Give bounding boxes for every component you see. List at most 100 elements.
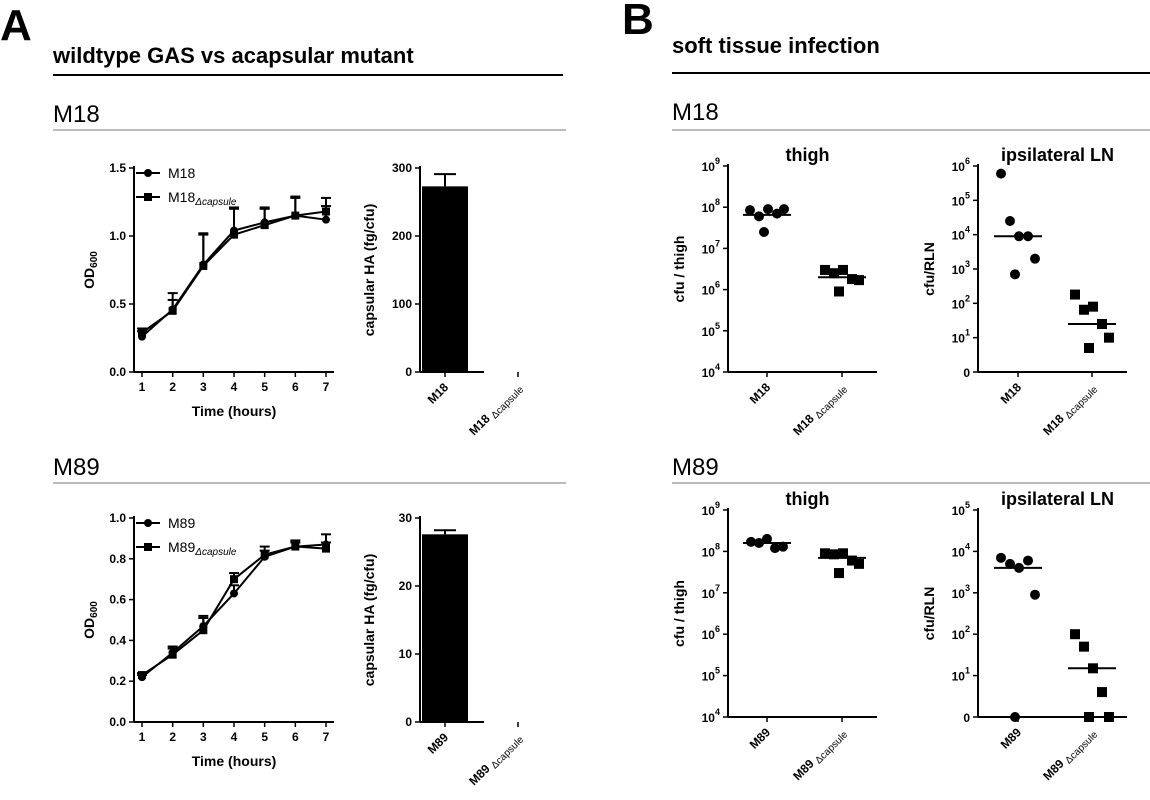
- thigh-m89-group-1-point-3: [847, 555, 857, 566]
- ha-m89-ytick-label-1: 10: [399, 647, 413, 661]
- thigh-m18-ytick-label-4-exp: 8: [715, 197, 720, 207]
- thigh-m18-ytick-label-4-base: 10: [702, 201, 716, 215]
- thigh-m18-ylabel-text: cfu / thigh: [671, 236, 687, 303]
- growth-m18-ytick-label-1: 0.5: [109, 297, 126, 311]
- rln-m18-category-label-0: M18: [998, 380, 1025, 407]
- ha-m18-category-label-0-main: M18: [425, 380, 452, 407]
- thigh-m89-ytick-label-2: 106: [702, 624, 720, 642]
- thigh-m18-ytick-label-1-exp: 5: [715, 321, 720, 331]
- thigh-m18-group-1-point-1: [829, 268, 839, 279]
- strain-title-b-m89: M89: [672, 454, 719, 481]
- thigh-m89-ytick-label-0-exp: 4: [715, 707, 720, 717]
- rln-m89-ytick-label-1-exp: 1: [965, 666, 970, 676]
- growth-m89-xlabel: Time (hours): [192, 753, 277, 769]
- ha-m89-ylabel-text: capsular HA (fg/cfu): [361, 554, 377, 687]
- rln-m18-ytick-label-1-exp: 1: [965, 328, 970, 338]
- growth-m89-legend-label-1-name: M89: [168, 539, 195, 555]
- growth-m89-xtick-label-4: 5: [261, 730, 268, 744]
- growth-m89-series-1-point-1: [168, 650, 177, 659]
- rln-m18-ytick-label-3-base: 10: [952, 263, 966, 277]
- rln-m18-group-1-point-1: [1079, 304, 1089, 315]
- thigh-m89-category-label-0-main: M89: [747, 725, 774, 752]
- growth-m89-ylabel: OD600: [81, 601, 100, 639]
- thigh-m89-ytick-label-2-base: 10: [702, 628, 716, 642]
- thigh-m89-ytick-label-3-base: 10: [702, 587, 716, 601]
- rln-m18-ytick-label-3: 103: [952, 259, 970, 277]
- rln-m18-ytick-label-2-base: 10: [952, 297, 966, 311]
- rln-m18-group-1-point-4: [1104, 332, 1114, 343]
- thigh-m89-ytick-label-1: 105: [702, 666, 720, 684]
- growth-m18-ytick-label-3: 1.5: [109, 161, 126, 175]
- thigh-m89-ytick-label-1-exp: 5: [715, 666, 720, 676]
- growth-m89-ytick-label-1: 0.2: [109, 674, 126, 688]
- rln-m18-group-0-point-4: [1030, 253, 1040, 264]
- growth-m18-xtick-label-0: 1: [139, 380, 146, 394]
- thigh-m18-group-0-point-0: [745, 205, 755, 216]
- rln-m89-ytick-label-2: 102: [952, 624, 970, 642]
- rln-m89-group-1-point-3: [1097, 687, 1107, 698]
- growth-m18-legend-marker-0: [144, 169, 152, 177]
- growth-m89-legend-label-0: M89: [168, 515, 195, 531]
- thigh-m89-group-1-point-4: [854, 558, 864, 569]
- growth-m18-series-1-point-4: [260, 221, 269, 230]
- ha-m18-ytick-label-3: 300: [392, 161, 412, 175]
- thigh-m89-ylabel: cfu / thigh: [671, 580, 687, 647]
- rln-m89-ytick-label-3: 103: [952, 583, 970, 601]
- ha-m18-category-label-1: M18 Δcapsule: [466, 380, 526, 440]
- growth-m18-series-1-point-0: [138, 328, 146, 337]
- growth-m89-legend-label-1: M89Δcapsule: [168, 539, 237, 558]
- thigh-m89-group-0-point-4: [778, 541, 788, 552]
- rln-m89-ytick-label-5: 105: [952, 500, 970, 518]
- growth-m18-xlabel: Time (hours): [192, 403, 277, 419]
- growth-m18-xtick-label-1: 2: [169, 380, 176, 394]
- growth-m89-legend-label-0-name: M89: [168, 515, 195, 531]
- growth-m18-xtick-label-2: 3: [200, 380, 207, 394]
- thigh-m89-ytick-label-1-base: 10: [702, 670, 716, 684]
- rln-m89-ylabel: cfu/RLN: [921, 587, 937, 641]
- rln-m18-group-1-point-5: [1084, 343, 1094, 354]
- rln-m18-ytick-label-0-base: 0: [963, 366, 970, 380]
- panel-label-a: A: [0, 1, 32, 50]
- rln-m18-ytick-label-2: 102: [952, 293, 970, 311]
- thigh-m18-group-0-point-5: [759, 227, 769, 238]
- rln-m18-ytick-label-0: 0: [963, 366, 970, 380]
- growth-m18-legend-label-1-sub: Δcapsule: [194, 197, 237, 208]
- thigh-m18-ytick-label-5: 109: [702, 156, 720, 174]
- rln-m89-ytick-label-1: 101: [952, 666, 970, 684]
- thigh-m89-group-1-point-1: [829, 549, 839, 560]
- thigh-m89-ytick-label-5-exp: 9: [715, 500, 720, 510]
- growth-m18-ylabel-text: OD: [81, 268, 97, 289]
- growth-m89-ytick-label-2: 0.4: [109, 633, 126, 647]
- ha-m18-ytick-label-2: 200: [392, 229, 412, 243]
- rln-m18-group-0-point-1: [1005, 216, 1015, 227]
- growth-m18-series-1-point-3: [230, 230, 238, 239]
- growth-m18-xtick-label-6: 7: [323, 380, 330, 394]
- thigh-m89-category-label-1-sub: Δcapsule: [813, 729, 850, 766]
- rln-m18-group-1-point-2: [1088, 301, 1098, 312]
- rln-m89-group-0-point-4: [1030, 589, 1040, 600]
- growth-m89-legend-marker-1: [144, 543, 152, 551]
- growth-m18-series-1-point-6: [322, 207, 330, 216]
- growth-m89-series-1-point-2: [199, 626, 208, 635]
- ha-m89-ytick-label-0: 0: [405, 715, 412, 729]
- section-title-a: wildtype GAS vs acapsular mutant: [52, 43, 414, 68]
- strain-title-a-m18: M18: [53, 101, 100, 128]
- ha-m89-category-label-0: M89: [425, 730, 452, 757]
- thigh-m89-ytick-label-4-base: 10: [702, 545, 716, 559]
- rln-m89-ytick-label-4-base: 10: [952, 545, 966, 559]
- thigh-m89-ytick-label-0: 104: [702, 707, 720, 725]
- growth-m18-series-1-point-5: [291, 211, 300, 220]
- thigh-m18-ytick-label-5-base: 10: [702, 160, 716, 174]
- thigh-m89-ytick-label-4: 108: [702, 541, 720, 559]
- thigh-m89-title: thigh: [786, 489, 830, 509]
- thigh-m18-ytick-label-3-base: 10: [702, 242, 716, 256]
- ha-m18-category-label-1-sub: Δcapsule: [489, 384, 526, 421]
- ha-m18-bar-0: [422, 186, 468, 372]
- thigh-m89-group-0-point-3: [770, 543, 780, 554]
- growth-m89-legend-marker-0: [144, 519, 152, 527]
- rln-m89-ytick-label-2-exp: 2: [965, 624, 970, 634]
- growth-m18-series-0-point-6: [322, 215, 330, 224]
- ha-m18-ylabel: capsular HA (fg/cfu): [361, 204, 377, 337]
